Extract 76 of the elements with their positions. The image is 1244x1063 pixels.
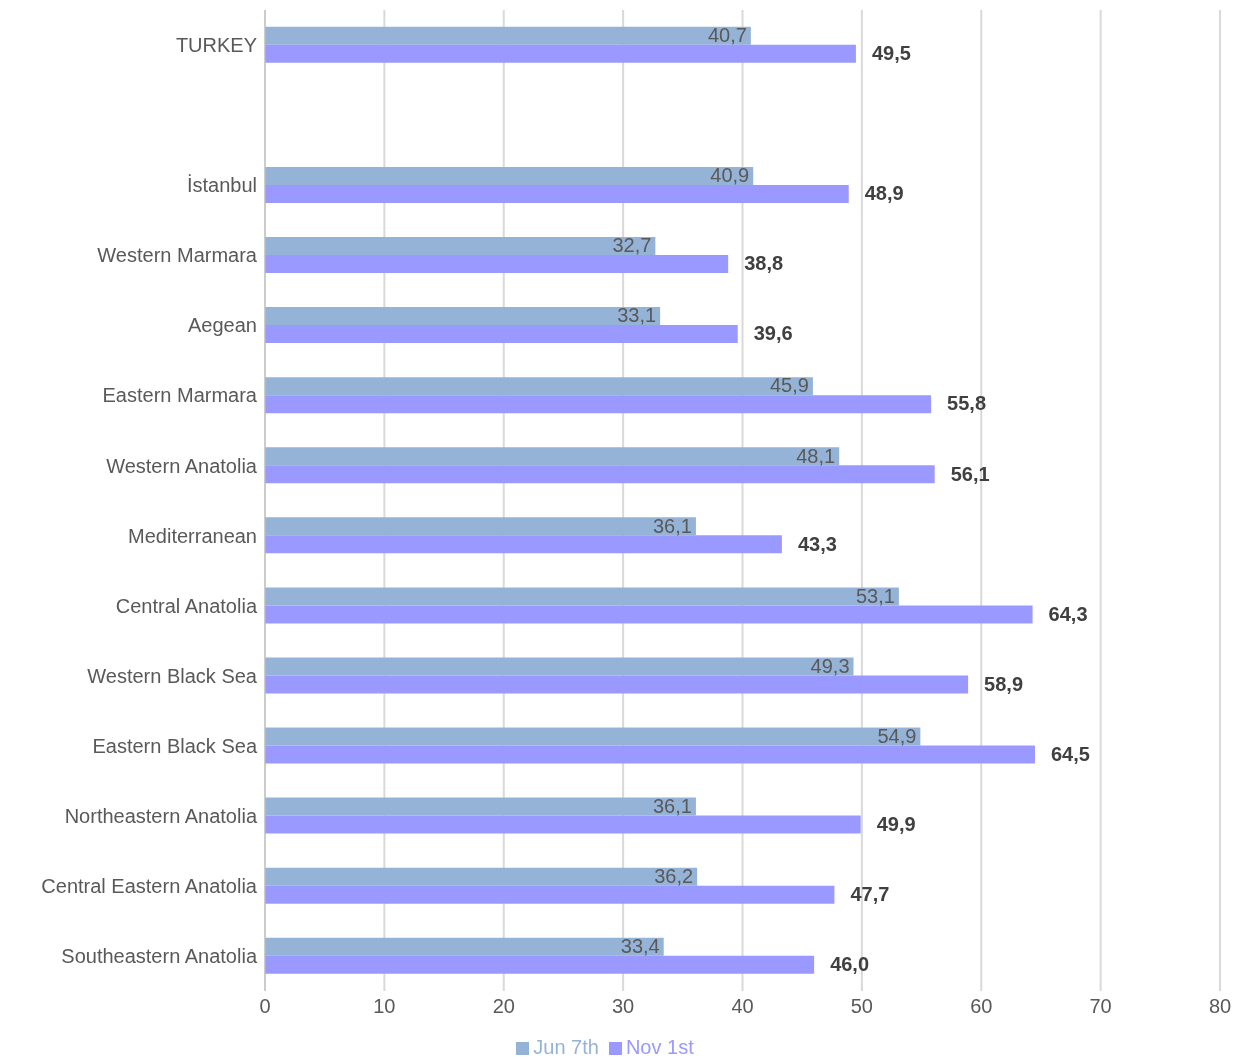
data-label: 38,8: [744, 252, 784, 275]
data-label: 56,1: [950, 462, 990, 485]
bar: [265, 255, 729, 274]
data-label: 49,3: [810, 654, 850, 677]
data-label: 36,2: [654, 864, 694, 887]
bar: [265, 325, 738, 344]
data-label: 45,9: [769, 374, 809, 397]
data-label: 48,9: [864, 182, 904, 205]
x-tick-label: 50: [850, 995, 873, 1018]
bar: [265, 517, 696, 536]
y-tick-label: Western Anatolia: [106, 454, 258, 477]
data-label: 47,7: [850, 882, 890, 905]
x-tick-label: 0: [259, 995, 271, 1018]
y-tick-label: Eastern Black Sea: [92, 734, 258, 757]
data-label: 55,8: [947, 392, 987, 415]
bar: [265, 395, 932, 414]
data-label: 54,9: [877, 724, 917, 747]
y-tick-label: Northeastern Anatolia: [64, 804, 258, 827]
bar: [265, 867, 698, 886]
x-tick-label: 70: [1089, 995, 1112, 1018]
data-label: 36,1: [653, 514, 692, 537]
bar: [265, 937, 664, 956]
y-tick-label: Central Eastern Anatolia: [41, 874, 258, 897]
data-label: 40,7: [707, 24, 747, 47]
bar: [265, 377, 813, 396]
y-tick-label: Southeastern Anatolia: [61, 945, 258, 968]
data-label: 49,9: [876, 812, 916, 835]
data-label: 33,1: [617, 304, 657, 327]
data-label: 49,5: [871, 42, 911, 65]
data-label: 40,9: [710, 164, 750, 187]
data-label: 36,1: [653, 794, 692, 817]
bar: [265, 447, 840, 466]
bar: [265, 307, 661, 326]
data-label: 64,3: [1048, 602, 1088, 625]
bar: [265, 535, 782, 554]
y-tick-label: Western Marmara: [97, 244, 258, 267]
y-tick-label: Eastern Marmara: [102, 384, 258, 407]
y-tick-label: TURKEY: [175, 34, 257, 57]
bar: [265, 166, 754, 185]
bar: [265, 657, 854, 676]
y-tick-label: Western Black Sea: [87, 664, 258, 687]
data-label: 43,3: [797, 532, 837, 555]
y-tick-label: Aegean: [188, 314, 257, 337]
bar: [265, 745, 1035, 764]
x-tick-label: 20: [492, 995, 515, 1018]
x-tick-label: 60: [970, 995, 993, 1018]
data-label: 53,1: [855, 584, 895, 607]
y-tick-label: Central Anatolia: [115, 594, 258, 617]
legend-label: Jun 7th: [533, 1036, 599, 1058]
data-label: 39,6: [753, 322, 793, 345]
x-tick-label: 80: [1208, 995, 1232, 1018]
bar: [265, 797, 696, 816]
y-tick-label: Mediterranean: [128, 524, 257, 547]
bar: [265, 587, 899, 606]
bar: [265, 465, 935, 484]
x-tick-label: 40: [731, 995, 754, 1018]
bar: [265, 26, 751, 45]
y-tick-label: İstanbul: [186, 174, 257, 197]
bar: [265, 605, 1033, 624]
bar: [265, 237, 656, 256]
data-label: 58,9: [984, 672, 1024, 695]
data-label: 32,7: [612, 234, 652, 257]
data-label: 48,1: [796, 444, 836, 467]
bar: [265, 885, 835, 904]
data-label: 64,5: [1050, 742, 1090, 765]
data-label: 33,4: [620, 935, 660, 958]
bar: [265, 184, 849, 203]
bar: [265, 955, 815, 974]
x-tick-label: 30: [612, 995, 635, 1018]
legend-label: Nov 1st: [625, 1036, 694, 1058]
data-label: 46,0: [830, 953, 870, 976]
bar: [265, 44, 856, 63]
x-tick-label: 10: [373, 995, 396, 1018]
bar: [265, 727, 921, 746]
bar: [265, 815, 861, 834]
bar: [265, 675, 969, 694]
